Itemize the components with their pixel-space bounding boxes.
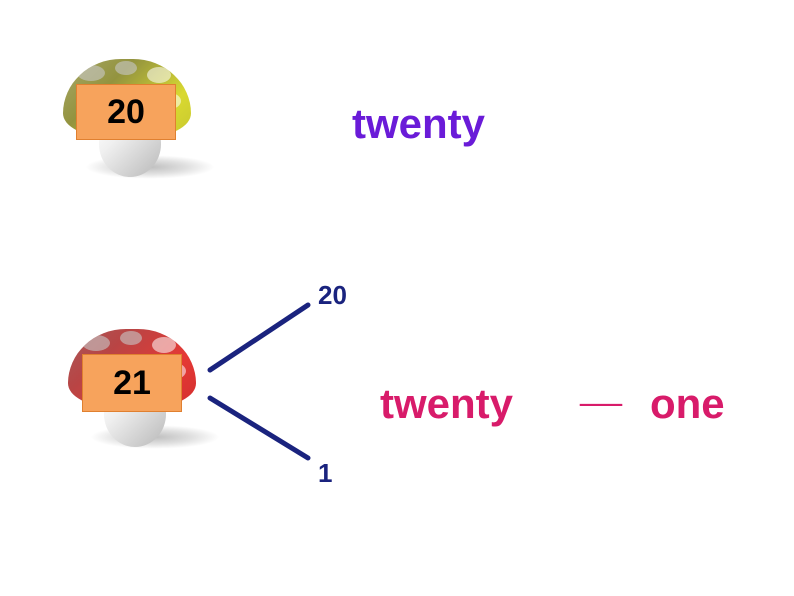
dash: — [580,378,622,426]
branch-lines [0,0,794,596]
word-one: one [650,380,725,428]
branch-line-upper [210,305,308,370]
branch-line-lower [210,398,308,458]
word-twenty-pink: twenty [380,380,513,428]
branch-label-20: 20 [318,280,347,311]
branch-label-1: 1 [318,458,332,489]
